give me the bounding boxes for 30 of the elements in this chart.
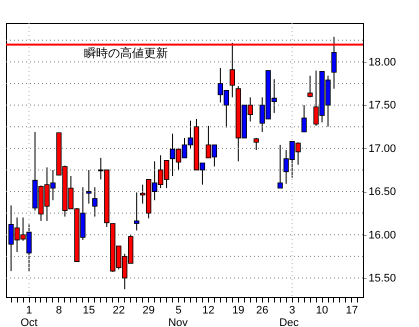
x-tick-label: 3 [289,304,296,316]
candlestick [254,137,259,151]
x-tick-label: 29 [142,304,155,316]
text: Dec [279,317,300,327]
y-tick-label: 17.50 [368,100,396,112]
y-tick-label: 16.00 [368,229,396,242]
x-tick-label: 12 [202,304,215,316]
x-tick-label: 26 [256,304,268,316]
candlestick [92,186,98,218]
x-tick-label: 5 [175,304,182,316]
y-tick-label: 16.50 [368,186,396,198]
x-tick-label: 17 [346,304,358,316]
candlestick [307,75,313,98]
x-tick-label: 22 [112,304,125,316]
annotation: 瞬時の高値更新 [84,46,168,60]
x-tick-label: 15 [82,304,95,316]
candlestick [134,192,140,231]
candlestick [331,36,337,90]
candlestick [278,144,283,189]
text: Nov [168,317,188,327]
candlestick [86,169,92,204]
x-tick-label: 1 [26,304,32,316]
text: Oct [20,317,38,327]
y-tick-label: 17.00 [368,142,396,155]
candlestick [301,104,307,132]
x-tick-label: 10 [316,304,328,316]
x-tick-label: 19 [232,304,244,316]
y-tick-label: 18.00 [368,56,396,68]
y-tick-label: 15.50 [368,272,396,284]
x-tick-label: 8 [56,304,62,316]
